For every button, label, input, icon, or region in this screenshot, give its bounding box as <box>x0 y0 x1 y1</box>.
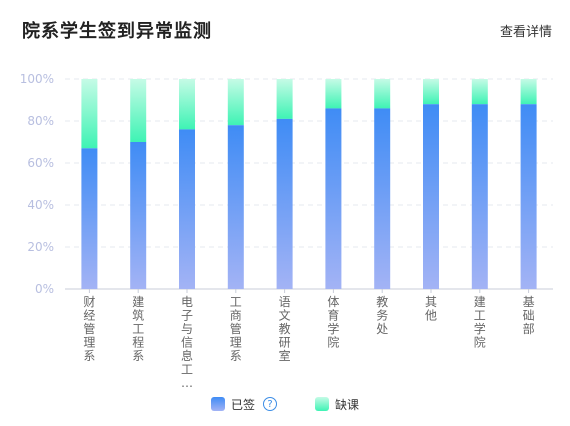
x-axis-labels: 财经管理系 建筑工程系 电子与信息工… 工商管理系 语文教研室 体育学院 教务处 其他 建工学院… <box>83 294 534 390</box>
bar-absent[interactable] <box>374 79 391 109</box>
card-title: 院系学生签到异常监测 <box>22 21 212 42</box>
bar-absent[interactable] <box>227 79 244 126</box>
bar-signed[interactable] <box>325 108 342 290</box>
bar-signed[interactable] <box>374 108 391 290</box>
bar-absent[interactable] <box>179 79 195 130</box>
bar-signed[interactable] <box>471 104 488 289</box>
bar-signed[interactable] <box>520 104 537 289</box>
x-category-label: 语文教研室 <box>279 295 291 363</box>
bar-absent[interactable] <box>471 79 488 105</box>
signed-swatch <box>210 397 225 411</box>
bar-absent[interactable] <box>81 79 98 149</box>
legend: 已签 ? 缺课 <box>0 394 570 414</box>
legend-signed-label: 已签 <box>230 397 255 412</box>
y-axis-ticks: 0% 20% 40% 60% 80% 100% <box>20 72 54 296</box>
y-tick-label: 0% <box>35 282 54 296</box>
bar-absent[interactable] <box>276 79 293 119</box>
bar-signed[interactable] <box>179 129 195 289</box>
x-category-label: 教务处 <box>376 294 388 336</box>
y-tick-label: 20% <box>27 240 54 254</box>
absent-swatch <box>315 397 329 411</box>
y-tick-label: 60% <box>27 156 54 170</box>
legend-item-absent[interactable]: 缺课 <box>315 396 359 413</box>
legend-absent-label: 缺课 <box>335 397 360 412</box>
x-category-label: 工商管理系 <box>230 295 242 363</box>
bar-signed[interactable] <box>227 125 244 289</box>
grid-lines <box>65 78 553 290</box>
x-category-label: 基础部 <box>523 295 535 336</box>
x-category-label: 财经管理系 <box>83 295 95 363</box>
x-category-label: 其他 <box>425 295 437 323</box>
y-tick-label: 40% <box>27 198 54 212</box>
x-category-label: 建筑工程系 <box>132 295 144 363</box>
bar-absent[interactable] <box>130 79 147 142</box>
x-category-label: 体育学院 <box>327 295 339 350</box>
bar-absent[interactable] <box>325 79 342 109</box>
question-circle-icon[interactable]: ? <box>263 397 277 411</box>
y-tick-label: 100% <box>20 72 54 86</box>
x-category-label: 电子与信息工… <box>181 295 193 390</box>
bar-signed[interactable] <box>81 148 98 289</box>
bar-absent[interactable] <box>423 79 439 105</box>
card-header: 院系学生签到异常监测 查看详情 <box>22 16 552 44</box>
bar-signed[interactable] <box>423 104 439 289</box>
view-details-link[interactable]: 查看详情 <box>499 24 552 40</box>
x-category-label: 建工学院 <box>474 295 486 350</box>
bar-signed[interactable] <box>130 142 147 289</box>
bars <box>81 79 537 293</box>
y-tick-label: 80% <box>27 114 54 128</box>
legend-item-signed[interactable]: 已签 ? <box>210 396 277 413</box>
bar-absent[interactable] <box>520 79 537 105</box>
stacked-bar-chart: 0% 20% 40% 60% 80% 100% 财经管理系 建筑工程系 电子与信息工… 工商管理… <box>20 72 553 390</box>
bar-signed[interactable] <box>276 118 293 290</box>
